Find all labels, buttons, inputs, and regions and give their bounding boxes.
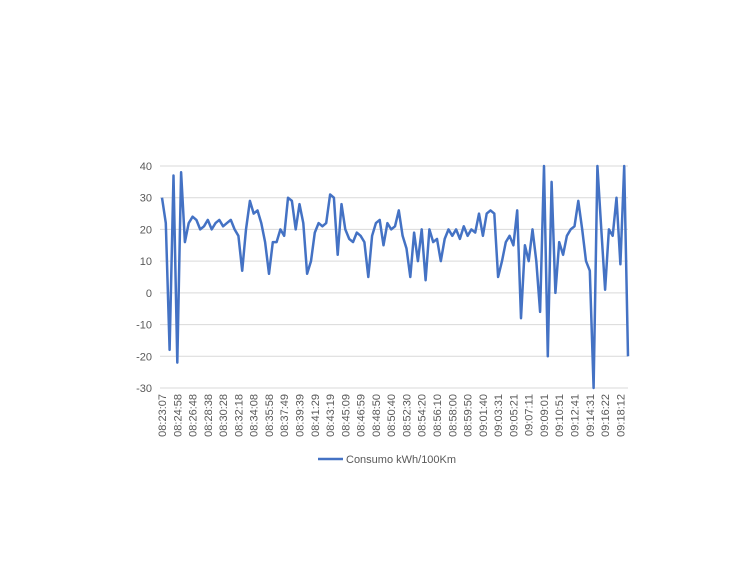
- x-tick-label: 09:14:31: [585, 394, 597, 437]
- x-tick-label: 08:32:18: [233, 394, 245, 437]
- data-line: [160, 164, 630, 390]
- y-tick-label: -20: [136, 351, 152, 363]
- x-tick-label: 09:18:12: [615, 394, 627, 437]
- x-tick-label: 08:35:58: [264, 394, 276, 437]
- y-tick-label: 30: [140, 193, 152, 205]
- x-tick-label: 08:54:20: [417, 394, 429, 437]
- y-tick-label: 10: [140, 256, 152, 268]
- y-tick-label: 20: [140, 224, 152, 236]
- x-tick-label: 08:43:19: [325, 394, 337, 437]
- x-tick-label: 09:16:22: [600, 394, 612, 437]
- x-tick-label: 08:46:59: [356, 394, 368, 437]
- x-tick-label: 08:41:29: [310, 394, 322, 437]
- x-tick-label: 08:28:38: [203, 394, 215, 437]
- x-tick-label: 09:01:40: [478, 394, 490, 437]
- x-tick-label: 08:58:00: [447, 394, 459, 437]
- x-tick-label: 08:34:08: [249, 394, 261, 437]
- x-tick-label: 08:50:40: [386, 394, 398, 437]
- x-tick-label: 09:10:51: [554, 394, 566, 437]
- x-tick-label: 09:03:31: [493, 394, 505, 437]
- x-tick-label: 09:09:01: [539, 394, 551, 437]
- y-tick-label: 40: [140, 161, 152, 173]
- y-tick-label: -30: [136, 383, 152, 395]
- x-tick-label: 08:26:48: [188, 394, 200, 437]
- legend-label: Consumo kWh/100Km: [346, 454, 456, 466]
- x-tick-label: 08:45:09: [340, 394, 352, 437]
- y-tick-label: -10: [136, 320, 152, 332]
- x-tick-label: 08:48:50: [371, 394, 383, 437]
- x-tick-label: 08:37:49: [279, 394, 291, 437]
- x-tick-label: 08:52:30: [401, 394, 413, 437]
- x-tick-label: 08:24:58: [172, 394, 184, 437]
- x-tick-label: 08:39:39: [295, 394, 307, 437]
- y-tick-label: 0: [146, 288, 152, 300]
- x-tick-label: 08:56:10: [432, 394, 444, 437]
- x-tick-label: 09:05:21: [508, 394, 520, 437]
- x-tick-label: 08:59:50: [463, 394, 475, 437]
- x-tick-label: 08:30:28: [218, 394, 230, 437]
- x-tick-label: 09:07:11: [524, 394, 536, 436]
- x-tick-label: 08:23:07: [157, 394, 169, 437]
- x-tick-label: 09:12:41: [570, 394, 582, 437]
